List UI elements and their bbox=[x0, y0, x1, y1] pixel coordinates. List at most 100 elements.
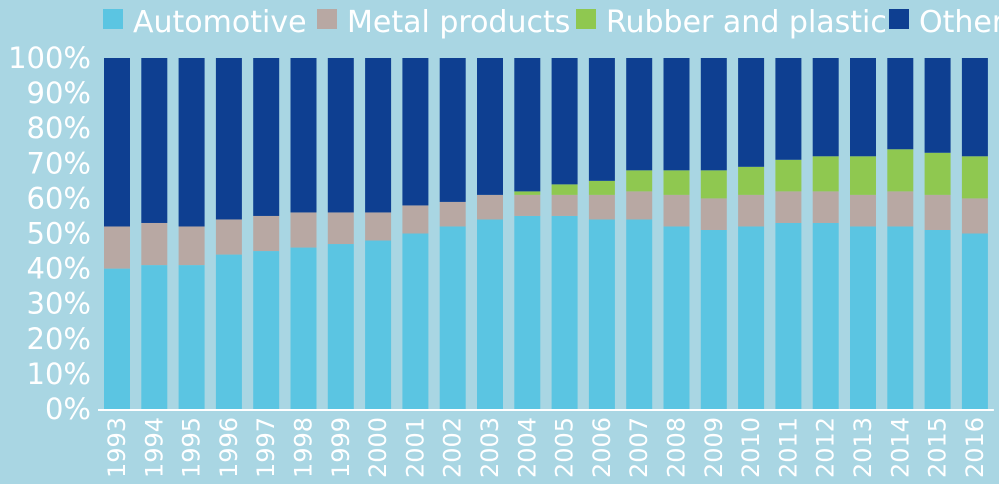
legend-label-rubber-and-plastic: Rubber and plastic bbox=[606, 5, 887, 40]
bar-metal-products-1994 bbox=[141, 222, 168, 266]
legend-swatch-automotive bbox=[103, 9, 123, 29]
x-tick-label: 2003 bbox=[476, 417, 504, 478]
y-tick-label: 100% bbox=[8, 41, 91, 75]
bar-rubber-and-plastic-2009 bbox=[700, 170, 727, 199]
bar-rubber-and-plastic-2012 bbox=[812, 156, 839, 192]
bar-automotive-2011 bbox=[775, 222, 802, 409]
bar-automotive-2003 bbox=[477, 219, 503, 409]
bar-other-2016 bbox=[961, 58, 988, 157]
bar-other-2004 bbox=[514, 58, 541, 192]
legend-label-metal-products: Metal products bbox=[347, 5, 570, 40]
legend: Automotive Metal products Rubber and plast… bbox=[103, 5, 999, 40]
bar-automotive-1995 bbox=[178, 265, 205, 409]
y-tick-label: 60% bbox=[27, 181, 91, 215]
x-tick-label: 2015 bbox=[924, 417, 952, 478]
bar-other-1995 bbox=[178, 58, 205, 227]
bar-automotive-2009 bbox=[700, 229, 727, 409]
bar-automotive-2006 bbox=[588, 219, 615, 409]
x-tick-label: 1996 bbox=[215, 417, 243, 478]
x-tick-label: 2012 bbox=[812, 417, 840, 478]
bar-automotive-2000 bbox=[365, 240, 392, 409]
x-tick-label: 1999 bbox=[327, 417, 355, 478]
y-tick-label: 0% bbox=[45, 392, 91, 426]
plot-area bbox=[104, 58, 988, 409]
bar-rubber-and-plastic-2005 bbox=[551, 184, 578, 195]
bar-metal-products-2010 bbox=[738, 194, 765, 227]
bar-other-2001 bbox=[402, 58, 429, 206]
x-tick-label: 2009 bbox=[700, 417, 728, 478]
bar-metal-products-2006 bbox=[588, 194, 615, 220]
bar-metal-products-2011 bbox=[775, 191, 802, 223]
bar-other-2012 bbox=[812, 58, 839, 157]
y-tick-label: 70% bbox=[27, 146, 91, 180]
legend-swatch-other bbox=[889, 9, 909, 29]
x-tick-label: 1994 bbox=[140, 417, 168, 478]
bar-other-1996 bbox=[215, 58, 242, 220]
bar-rubber-and-plastic-2016 bbox=[961, 156, 988, 199]
y-tick-label: 90% bbox=[27, 76, 91, 110]
x-tick-label: 2005 bbox=[551, 417, 579, 478]
bar-metal-products-2008 bbox=[663, 194, 690, 227]
x-tick-label: 1993 bbox=[103, 417, 131, 478]
bar-automotive-1996 bbox=[215, 254, 242, 409]
bar-metal-products-2015 bbox=[924, 194, 951, 230]
bar-metal-products-2007 bbox=[626, 191, 653, 220]
x-tick-label: 2013 bbox=[849, 417, 877, 478]
bar-metal-products-2003 bbox=[477, 194, 503, 220]
x-tick-label: 2007 bbox=[625, 417, 653, 478]
bar-automotive-1999 bbox=[327, 244, 354, 409]
x-axis: 1993 1994 1995 1996 1997 1998 1999 2000 2001 2002… bbox=[103, 417, 989, 478]
bar-other-1993 bbox=[104, 58, 130, 227]
bar-metal-products-1996 bbox=[215, 219, 242, 255]
bar-automotive-2005 bbox=[551, 215, 578, 409]
y-tick-label: 50% bbox=[27, 217, 91, 251]
legend-label-automotive: Automotive bbox=[133, 5, 307, 40]
bar-rubber-and-plastic-2014 bbox=[887, 149, 914, 192]
legend-swatch-rubber-and-plastic bbox=[576, 9, 596, 29]
bar-metal-products-2012 bbox=[812, 191, 839, 223]
x-tick-label: 2002 bbox=[439, 417, 467, 478]
bar-other-2003 bbox=[477, 58, 503, 195]
bar-metal-products-1993 bbox=[104, 226, 130, 269]
bar-other-2006 bbox=[588, 58, 615, 181]
bar-rubber-and-plastic-2015 bbox=[924, 152, 951, 195]
bar-other-2015 bbox=[924, 58, 951, 153]
x-tick-label: 2016 bbox=[961, 417, 989, 478]
y-tick-label: 40% bbox=[27, 252, 91, 286]
x-tick-label: 2004 bbox=[513, 417, 541, 478]
x-tick-label: 1995 bbox=[178, 417, 206, 478]
bar-other-2007 bbox=[626, 58, 653, 171]
x-tick-label: 2008 bbox=[663, 417, 691, 478]
y-tick-label: 80% bbox=[27, 111, 91, 145]
bar-automotive-2004 bbox=[514, 215, 541, 409]
bar-rubber-and-plastic-2010 bbox=[738, 166, 765, 195]
bar-other-1998 bbox=[290, 58, 317, 213]
bar-metal-products-2013 bbox=[850, 194, 876, 227]
bar-other-2005 bbox=[551, 58, 578, 185]
bar-other-2002 bbox=[439, 58, 466, 202]
bar-other-2011 bbox=[775, 58, 802, 160]
bar-rubber-and-plastic-2008 bbox=[663, 170, 690, 195]
bar-metal-products-1999 bbox=[327, 212, 354, 245]
bar-other-1994 bbox=[141, 58, 168, 223]
bar-metal-products-1997 bbox=[253, 215, 280, 252]
bar-rubber-and-plastic-2006 bbox=[588, 180, 615, 195]
bar-automotive-2016 bbox=[961, 233, 988, 409]
bar-other-2008 bbox=[663, 58, 690, 171]
bar-metal-products-2002 bbox=[439, 201, 466, 227]
bar-automotive-2002 bbox=[439, 226, 466, 409]
x-tick-label: 2010 bbox=[737, 417, 765, 478]
bar-automotive-1998 bbox=[290, 247, 317, 409]
bar-metal-products-2009 bbox=[700, 198, 727, 230]
x-tick-label: 1998 bbox=[290, 417, 318, 478]
bar-other-2010 bbox=[738, 58, 765, 167]
bar-other-1999 bbox=[327, 58, 354, 213]
bar-metal-products-2001 bbox=[402, 205, 429, 234]
y-tick-label: 10% bbox=[27, 357, 91, 391]
bar-rubber-and-plastic-2004 bbox=[514, 191, 541, 195]
x-tick-label: 2001 bbox=[401, 417, 429, 478]
bar-other-2014 bbox=[887, 58, 914, 150]
bar-automotive-2015 bbox=[924, 229, 951, 409]
legend-swatch-metal-products bbox=[317, 9, 337, 29]
